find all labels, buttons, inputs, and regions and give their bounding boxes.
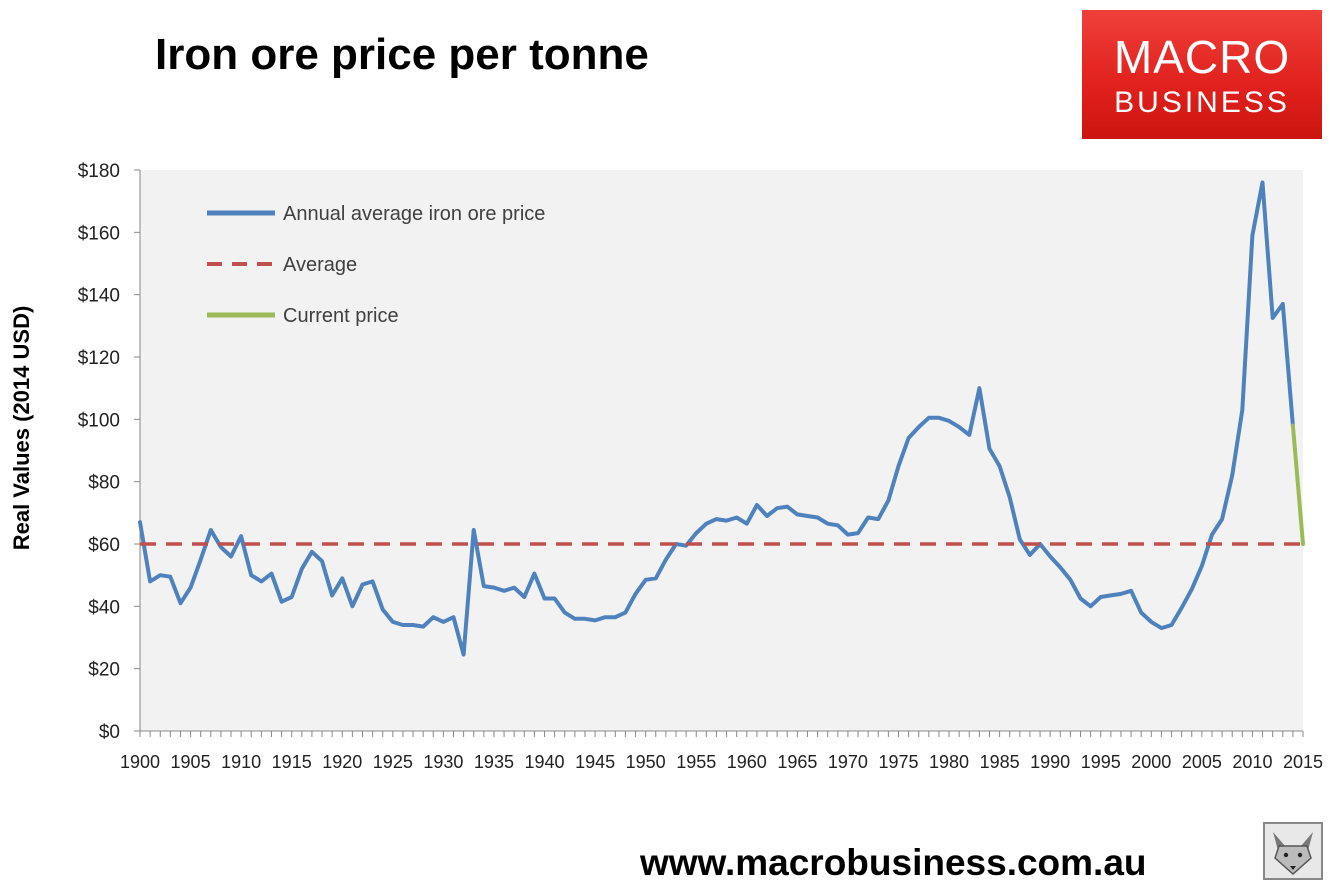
chart-title: Iron ore price per tonne xyxy=(155,30,649,79)
x-tick-label: 1935 xyxy=(474,752,514,772)
x-tick-label: 1965 xyxy=(777,752,817,772)
y-tick-label: $140 xyxy=(78,286,120,307)
x-tick-label: 1945 xyxy=(575,752,615,772)
x-tick-label: 2000 xyxy=(1131,752,1171,772)
series-line-0 xyxy=(138,180,1295,657)
legend-label: Current price xyxy=(283,305,399,327)
x-tick-label: 1990 xyxy=(1030,752,1070,772)
legend-label: Average xyxy=(283,254,357,276)
x-tick-label: 2015 xyxy=(1283,752,1323,772)
x-tick-label: 1950 xyxy=(626,752,666,772)
website-url: www.macrobusiness.com.au xyxy=(640,842,1147,883)
x-tick-label: 1905 xyxy=(171,752,211,772)
series-line-2 xyxy=(1290,423,1305,546)
y-tick-label: $40 xyxy=(88,597,120,618)
x-tick-label: 1920 xyxy=(322,752,362,772)
y-tick-label: $100 xyxy=(78,410,120,431)
x-tick-label: 2010 xyxy=(1232,752,1272,772)
x-tick-label: 1915 xyxy=(272,752,312,772)
x-tick-label: 1930 xyxy=(423,752,463,772)
x-tick-label: 1985 xyxy=(980,752,1020,772)
y-tick-label: $120 xyxy=(78,348,120,369)
x-tick-label: 1900 xyxy=(120,752,160,772)
y-tick-label: $80 xyxy=(88,473,120,494)
y-tick-label: $180 xyxy=(78,161,120,182)
x-tick-label: 1910 xyxy=(221,752,261,772)
x-tick-label: 1995 xyxy=(1081,752,1121,772)
x-tick-label: 1980 xyxy=(929,752,969,772)
y-tick-label: $0 xyxy=(99,722,120,743)
x-tick-label: 1955 xyxy=(676,752,716,772)
x-tick-label: 1940 xyxy=(524,752,564,772)
y-tick-label: $60 xyxy=(88,535,120,556)
x-tick-label: 1975 xyxy=(878,752,918,772)
x-tick-label: 2005 xyxy=(1182,752,1222,772)
plot-area xyxy=(140,170,1303,731)
logo-line-2: BUSINESS xyxy=(1114,86,1290,119)
y-tick-label: $160 xyxy=(78,223,120,244)
x-tick-label: 1925 xyxy=(373,752,413,772)
y-tick-label: $20 xyxy=(88,660,120,681)
fox-mascot-icon xyxy=(1263,822,1323,880)
legend-label: Annual average iron ore price xyxy=(283,203,545,225)
x-tick-label: 1970 xyxy=(828,752,868,772)
x-tick-label: 1960 xyxy=(727,752,767,772)
logo-line-1: MACRO xyxy=(1113,31,1291,83)
macrobusiness-logo: MACRO BUSINESS xyxy=(1082,10,1322,139)
